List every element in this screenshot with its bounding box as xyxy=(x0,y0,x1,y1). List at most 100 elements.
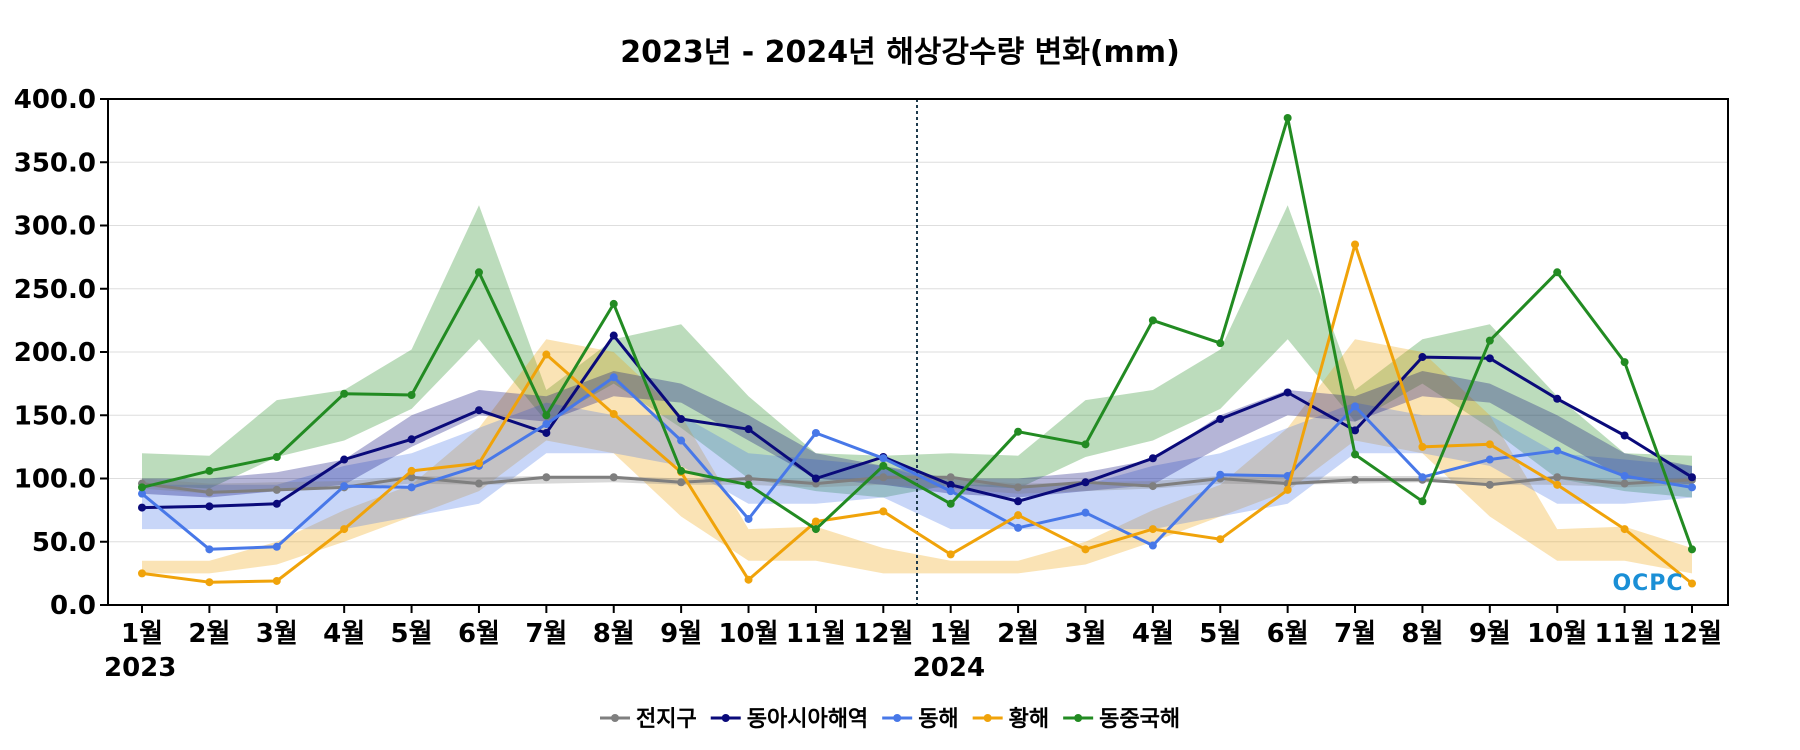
data-point xyxy=(1351,475,1360,484)
data-point xyxy=(1688,545,1696,554)
data-point xyxy=(272,542,281,551)
x-tick-label: 4월 xyxy=(323,619,365,649)
series-line xyxy=(141,243,1693,585)
data-point xyxy=(340,482,349,491)
data-point xyxy=(946,480,955,489)
x-tick-label: 5월 xyxy=(391,619,433,649)
x-tick-label: 7월 xyxy=(1334,619,1376,649)
data-point xyxy=(1688,483,1696,492)
data-point xyxy=(1351,240,1360,249)
data-point xyxy=(542,473,551,482)
series-황해 xyxy=(138,240,1696,588)
data-point xyxy=(811,428,820,437)
data-point xyxy=(474,459,483,468)
data-point xyxy=(1216,535,1225,544)
series-line xyxy=(141,334,1693,510)
chart-title: 2023년 - 2024년 해상강수량 변화(mm) xyxy=(620,35,1180,70)
data-point xyxy=(205,502,214,511)
band-동중국해 xyxy=(142,205,1692,498)
data-point xyxy=(1418,353,1427,362)
data-point xyxy=(205,488,214,497)
data-point xyxy=(1485,336,1494,345)
data-point xyxy=(1351,426,1360,435)
year-labels: 2023 2024 xyxy=(104,653,985,683)
x-tick-label: 8월 xyxy=(593,619,635,649)
data-point xyxy=(744,480,753,489)
x-tick-label: 8월 xyxy=(1401,619,1443,649)
data-point xyxy=(811,474,820,483)
x-tick-label: 3월 xyxy=(256,619,298,649)
data-point xyxy=(1081,478,1090,487)
data-point xyxy=(1283,388,1292,397)
legend-item: 황해 xyxy=(972,707,1049,732)
y-tick-label: 100.0 xyxy=(14,465,96,495)
data-point xyxy=(1014,511,1023,520)
data-point xyxy=(1553,268,1562,277)
data-point xyxy=(340,389,349,398)
data-point xyxy=(1014,497,1023,506)
data-point xyxy=(1688,473,1696,482)
data-point xyxy=(1553,473,1562,482)
data-point xyxy=(811,517,820,526)
data-point xyxy=(138,569,146,578)
data-point xyxy=(1485,480,1494,489)
year-label: 2023 xyxy=(104,653,176,683)
x-tick-label: 6월 xyxy=(458,619,500,649)
data-point xyxy=(138,489,146,498)
data-point xyxy=(272,576,281,585)
data-point xyxy=(946,487,955,496)
data-point xyxy=(744,575,753,584)
year-label: 2024 xyxy=(913,653,985,683)
data-point xyxy=(542,428,551,437)
y-tick-label: 250.0 xyxy=(14,275,96,305)
legend-label: 동중국해 xyxy=(1099,707,1180,732)
data-point xyxy=(1620,479,1629,488)
legend-item: 동해 xyxy=(882,707,959,732)
x-tick-label: 10월 xyxy=(1527,619,1587,649)
legend-item: 동중국해 xyxy=(1063,707,1180,732)
data-point xyxy=(205,466,214,475)
data-point xyxy=(474,479,483,488)
legend-label: 동해 xyxy=(918,707,958,732)
data-point xyxy=(609,473,618,482)
data-point xyxy=(1485,440,1494,449)
legend-label: 황해 xyxy=(1009,707,1049,732)
data-point xyxy=(1418,442,1427,451)
data-point xyxy=(1620,358,1629,367)
legend-label: 동아시아해역 xyxy=(747,707,868,732)
x-tick-label: 2월 xyxy=(997,619,1039,649)
data-point xyxy=(1620,525,1629,534)
data-point xyxy=(205,545,214,554)
data-point xyxy=(1485,354,1494,363)
data-point xyxy=(609,299,618,308)
data-point xyxy=(272,499,281,508)
data-point xyxy=(340,525,349,534)
data-point xyxy=(879,461,888,470)
data-point xyxy=(744,514,753,523)
data-point xyxy=(138,483,146,492)
x-tick-label: 11월 xyxy=(1595,619,1655,649)
data-point xyxy=(1418,473,1427,482)
x-tick-label: 10월 xyxy=(718,619,778,649)
y-tick-label: 200.0 xyxy=(14,338,96,368)
data-point xyxy=(744,425,753,434)
series-line xyxy=(141,116,1694,550)
y-axis-ticks: 0.0 50.0 100.0 150.0 200.0 250.0 300.0 350.0 400… xyxy=(14,85,108,621)
data-point xyxy=(542,350,551,359)
data-point xyxy=(407,466,416,475)
data-point xyxy=(609,373,618,382)
data-point xyxy=(879,507,888,516)
data-point xyxy=(1148,316,1157,325)
data-point xyxy=(879,454,888,463)
data-point xyxy=(744,474,753,483)
data-point xyxy=(609,331,618,340)
data-point xyxy=(1620,431,1629,440)
x-tick-label: 2월 xyxy=(188,619,230,649)
data-point xyxy=(1148,454,1157,463)
data-point xyxy=(1081,545,1090,554)
data-point xyxy=(946,499,955,508)
x-tick-label: 7월 xyxy=(525,619,567,649)
data-point xyxy=(1014,523,1023,532)
